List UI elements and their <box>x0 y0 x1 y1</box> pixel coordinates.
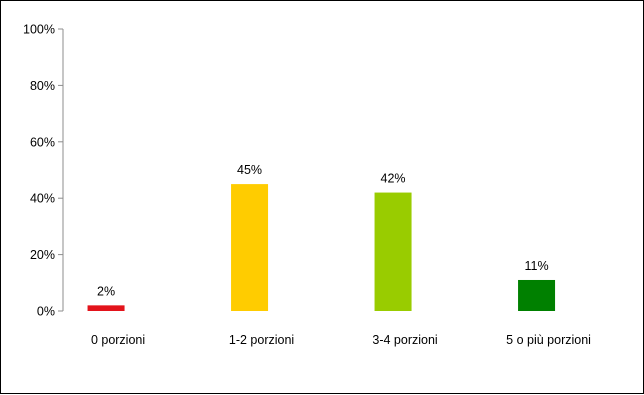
category-label: 1-2 porzioni <box>229 333 294 347</box>
y-axis-ticks: 0% 20% 40% 60% 80% 100% <box>23 23 63 319</box>
bar-data-label: 2% <box>97 284 115 298</box>
category-label: 0 porzioni <box>91 333 145 347</box>
bar-data-label: 11% <box>525 259 549 273</box>
bar-data-label: 45% <box>237 163 262 177</box>
y-tick-label: 20% <box>30 248 55 262</box>
y-tick-label: 60% <box>30 135 55 149</box>
bar <box>87 305 125 311</box>
bars <box>87 184 556 311</box>
y-tick-label: 40% <box>30 192 55 206</box>
y-tick-label: 80% <box>30 79 55 93</box>
bar <box>231 184 269 311</box>
bar <box>374 192 412 311</box>
y-tick-label: 100% <box>23 23 55 37</box>
category-label: 3-4 porzioni <box>372 333 437 347</box>
data-labels: 2% 45% 42% 11% <box>97 163 549 298</box>
category-labels: 0 porzioni 1-2 porzioni 3-4 porzioni 5 o pi… <box>91 333 591 347</box>
bar <box>518 279 556 311</box>
bar-data-label: 42% <box>381 172 406 186</box>
category-label: 5 o più porzioni <box>506 333 591 347</box>
y-tick-label: 0% <box>37 305 55 319</box>
